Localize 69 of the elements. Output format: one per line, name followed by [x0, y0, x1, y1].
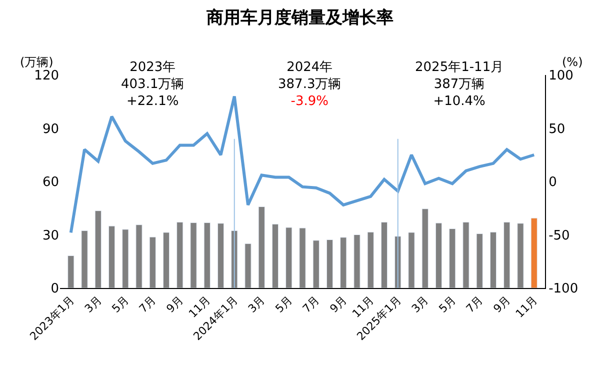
line-series: [69, 94, 536, 234]
x-tick-label: 9月: [164, 294, 186, 316]
chart-title: 商用车月度销量及增长率: [206, 8, 394, 28]
bar: [490, 232, 497, 288]
annotation: 2025年1-11月: [415, 60, 504, 75]
x-tick-label: 11月: [513, 294, 540, 320]
bar: [108, 226, 116, 288]
bar: [149, 236, 156, 288]
annotation: -3.9%: [290, 94, 328, 109]
bar: [367, 232, 374, 288]
y-tick-label: 90: [42, 122, 59, 137]
y-tick-label: 120: [34, 68, 59, 84]
bar: [286, 227, 292, 288]
bar: [122, 229, 129, 288]
y-tick-label: 30: [42, 228, 59, 244]
annotation: 2023年: [130, 60, 176, 75]
x-tick-label: 7月: [300, 294, 322, 316]
bar: [68, 255, 74, 288]
bar: [258, 206, 265, 288]
annotation: 2024年: [286, 60, 333, 75]
bar: [340, 237, 347, 288]
bar: [81, 230, 88, 288]
bar: [176, 222, 184, 288]
x-tick-label: 5月: [109, 294, 132, 316]
bar: [517, 223, 524, 288]
bar: [190, 222, 197, 288]
x-tick-label: 7月: [464, 294, 486, 316]
bar: [435, 222, 442, 288]
y2-axis-title: (%): [562, 55, 583, 69]
y2-tick-label: -50: [548, 228, 570, 244]
bar: [462, 222, 470, 288]
bar: [380, 222, 388, 288]
x-tick-label: 5月: [436, 294, 458, 316]
bar: [217, 223, 224, 288]
bar: [476, 233, 483, 288]
bar: [408, 232, 415, 288]
bar: [312, 240, 320, 288]
bar: [504, 222, 510, 288]
y-tick-label: 60: [42, 175, 59, 190]
bar: [94, 210, 102, 288]
y-tick-label: 0: [50, 282, 59, 297]
x-tick-label: 7月: [136, 294, 159, 316]
bar: [449, 228, 456, 288]
y2-tick-label: 100: [548, 68, 574, 84]
x-tick-label: 3月: [409, 294, 432, 316]
y2-tick-label: 0: [548, 175, 557, 190]
y2-tick-label: -100: [548, 282, 578, 297]
x-tick-label: 3月: [246, 294, 268, 316]
y-axis-title: (万辆): [20, 55, 54, 69]
annotation: +22.1%: [126, 94, 179, 109]
x-tick-label: 5月: [272, 294, 295, 316]
bar: [326, 239, 334, 288]
annotation: 387万辆: [434, 76, 485, 92]
x-tick-label: 9月: [490, 294, 513, 316]
bar: [530, 218, 538, 288]
annotation: 403.1万辆: [121, 76, 184, 92]
bar: [162, 232, 170, 288]
bar: [299, 228, 306, 288]
bar: [136, 224, 142, 288]
bar: [272, 224, 279, 288]
y2-tick-label: 50: [548, 122, 566, 137]
bar: [244, 243, 252, 288]
annotation: 387.3万辆: [278, 76, 342, 92]
bar: [422, 208, 428, 288]
x-tick-label: 3月: [82, 294, 104, 316]
annotation: +10.4%: [433, 94, 486, 109]
bar: [204, 222, 210, 288]
bar: [354, 234, 360, 288]
x-tick-label: 9月: [327, 294, 350, 316]
